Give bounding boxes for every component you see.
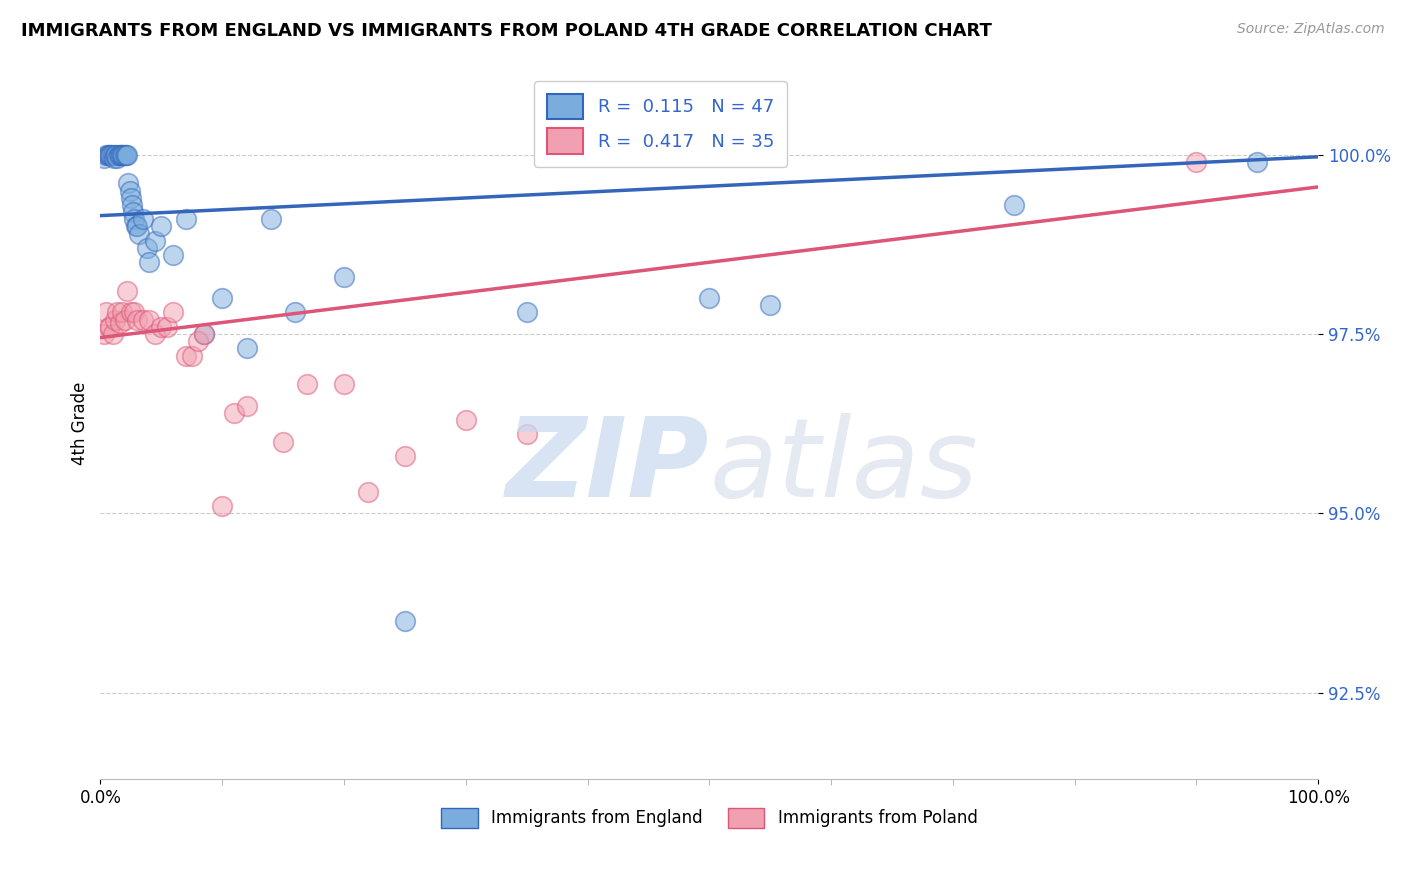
Point	[125, 312, 148, 326]
Point	[112, 147, 135, 161]
Point	[120, 191, 142, 205]
Y-axis label: 4th Grade: 4th Grade	[72, 382, 89, 466]
Text: ZIP: ZIP	[506, 413, 709, 520]
Point	[162, 305, 184, 319]
Point	[107, 305, 129, 319]
Point	[454, 413, 477, 427]
Point	[114, 147, 136, 161]
Point	[111, 305, 134, 319]
Point	[333, 269, 356, 284]
Point	[271, 434, 294, 449]
Point	[115, 284, 138, 298]
Point	[297, 377, 319, 392]
Point	[138, 312, 160, 326]
Point	[120, 305, 142, 319]
Point	[333, 377, 356, 392]
Point	[108, 147, 131, 161]
Point	[124, 212, 146, 227]
Point	[115, 147, 138, 161]
Point	[516, 427, 538, 442]
Point	[235, 342, 257, 356]
Point	[132, 312, 155, 326]
Point	[103, 151, 125, 165]
Point	[97, 319, 120, 334]
Point	[697, 291, 720, 305]
Point	[118, 184, 141, 198]
Point	[516, 305, 538, 319]
Point	[108, 316, 131, 330]
Text: atlas: atlas	[709, 413, 979, 520]
Point	[93, 326, 115, 341]
Point	[211, 291, 233, 305]
Point	[101, 147, 124, 161]
Point	[150, 219, 173, 234]
Point	[132, 212, 155, 227]
Point	[1185, 154, 1208, 169]
Point	[96, 305, 118, 319]
Point	[93, 151, 115, 165]
Point	[1002, 198, 1025, 212]
Point	[128, 227, 150, 241]
Legend: Immigrants from England, Immigrants from Poland: Immigrants from England, Immigrants from…	[434, 801, 984, 835]
Point	[101, 326, 124, 341]
Point	[105, 147, 128, 161]
Point	[143, 326, 166, 341]
Point	[96, 147, 118, 161]
Point	[97, 147, 120, 161]
Point	[111, 147, 134, 161]
Point	[143, 234, 166, 248]
Point	[104, 312, 127, 326]
Point	[156, 319, 179, 334]
Point	[193, 326, 215, 341]
Point	[759, 298, 782, 312]
Point	[235, 399, 257, 413]
Point	[260, 212, 283, 227]
Point	[174, 212, 197, 227]
Point	[100, 147, 122, 161]
Text: IMMIGRANTS FROM ENGLAND VS IMMIGRANTS FROM POLAND 4TH GRADE CORRELATION CHART: IMMIGRANTS FROM ENGLAND VS IMMIGRANTS FR…	[21, 22, 993, 40]
Point	[107, 147, 129, 161]
Point	[211, 500, 233, 514]
Point	[357, 484, 380, 499]
Point	[150, 319, 173, 334]
Point	[97, 147, 120, 161]
Point	[114, 312, 136, 326]
Point	[98, 147, 121, 161]
Point	[110, 147, 132, 161]
Text: Source: ZipAtlas.com: Source: ZipAtlas.com	[1237, 22, 1385, 37]
Point	[193, 326, 215, 341]
Point	[121, 198, 143, 212]
Point	[284, 305, 307, 319]
Point	[394, 449, 416, 463]
Point	[1246, 154, 1268, 169]
Point	[224, 406, 246, 420]
Point	[394, 614, 416, 628]
Point	[125, 219, 148, 234]
Point	[135, 241, 157, 255]
Point	[162, 248, 184, 262]
Point	[117, 177, 139, 191]
Point	[124, 219, 146, 234]
Point	[124, 305, 146, 319]
Point	[187, 334, 209, 349]
Point	[174, 349, 197, 363]
Point	[138, 255, 160, 269]
Point	[107, 151, 129, 165]
Point	[98, 319, 121, 334]
Point	[122, 205, 145, 219]
Point	[115, 147, 138, 161]
Point	[104, 147, 127, 161]
Point	[180, 349, 202, 363]
